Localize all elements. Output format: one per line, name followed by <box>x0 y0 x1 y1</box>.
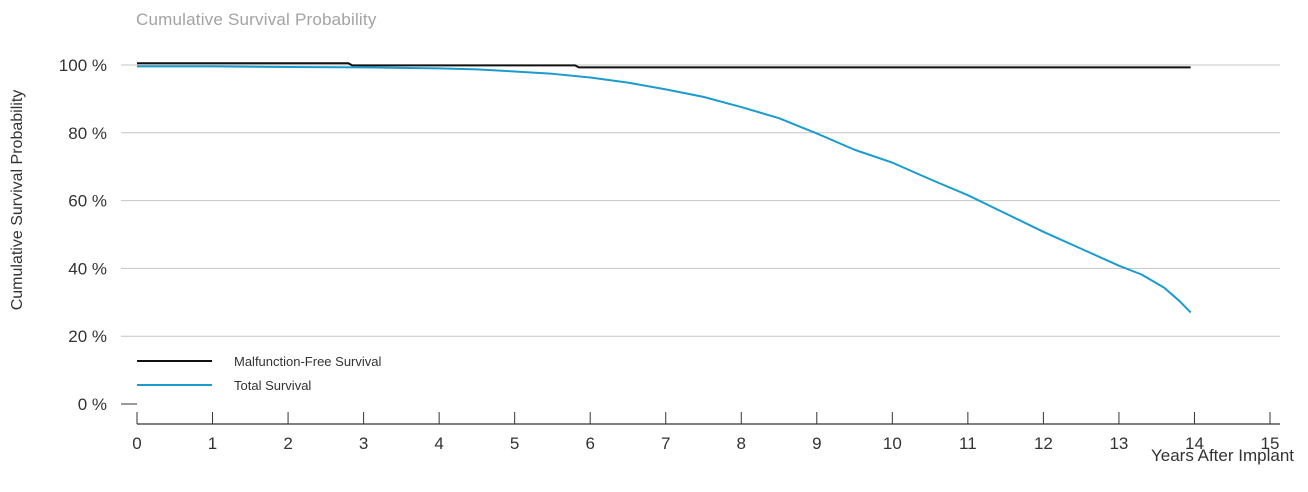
y-tick-label: 0 % <box>78 395 107 414</box>
axes: 0 %20 %40 %60 %80 %100 %0 1 2 3 4 5 6 7 8 9 10 11 12… <box>59 56 1280 453</box>
total-survival-line <box>137 65 1192 314</box>
malfunction-free-survival-line <box>137 62 1191 69</box>
x-tick-label: 6 <box>585 434 594 453</box>
y-tick-label: 20 % <box>68 327 107 346</box>
legend-label: Total Survival <box>234 378 311 393</box>
x-tick-label: 2 <box>283 434 292 453</box>
x-tick-label: 8 <box>737 434 746 453</box>
legend: Malfunction-Free Survival Total Survival <box>137 354 381 393</box>
x-axis-label: Years After Implant <box>1150 446 1294 465</box>
x-tick-label: 12 <box>1034 434 1053 453</box>
x-tick-label: 5 <box>510 434 519 453</box>
y-tick-label: 40 % <box>68 259 107 278</box>
x-tick-label: 7 <box>661 434 670 453</box>
x-tick-label: 11 <box>959 434 977 453</box>
legend-label: Malfunction-Free Survival <box>234 354 381 369</box>
x-tick-label: 3 <box>359 434 368 453</box>
chart-title: Cumulative Survival Probability <box>136 10 377 29</box>
y-tick-label: 100 % <box>59 56 107 75</box>
series-lines <box>137 62 1192 314</box>
x-tick-label: 10 <box>883 434 902 453</box>
x-tick-label: 4 <box>434 434 443 453</box>
x-tick-label: 15 <box>1261 434 1280 453</box>
x-tick-label: 9 <box>812 434 821 453</box>
x-tick-label: 0 <box>132 434 141 453</box>
x-tick-label: 1 <box>208 434 217 453</box>
grid-lines <box>121 64 1280 337</box>
y-tick-label: 60 % <box>68 192 107 211</box>
y-tick-label: 80 % <box>68 124 107 143</box>
x-tick-label: 14 <box>1185 434 1204 453</box>
x-tick-label: 13 <box>1109 434 1128 453</box>
